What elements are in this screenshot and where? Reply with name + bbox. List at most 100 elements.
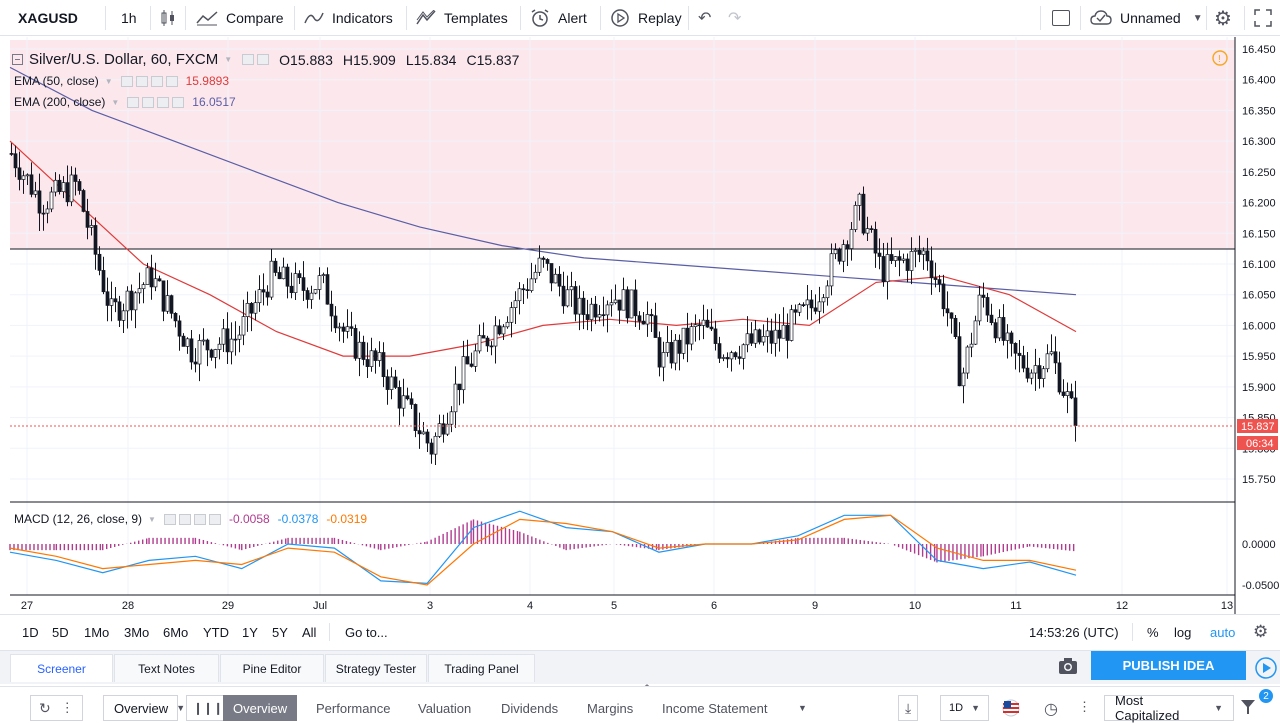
- templates-button[interactable]: Templates: [416, 0, 508, 36]
- autorefresh-button[interactable]: ◷: [1044, 699, 1058, 719]
- snapshot-button[interactable]: [1058, 657, 1078, 678]
- range-all[interactable]: All: [302, 624, 317, 640]
- screener-tab-valuation[interactable]: Valuation: [418, 700, 472, 716]
- ema50-legend[interactable]: EMA (50, close) ▼ 15.9893: [14, 74, 229, 88]
- log-toggle[interactable]: log: [1174, 624, 1192, 640]
- eye-icon[interactable]: [120, 75, 133, 87]
- range-6mo[interactable]: 6Mo: [163, 624, 189, 640]
- candle-body: [469, 363, 474, 367]
- percent-toggle[interactable]: %: [1147, 624, 1159, 640]
- interval-select[interactable]: 1D ▼: [940, 695, 989, 721]
- range-ytd[interactable]: YTD: [203, 624, 229, 640]
- more-icon[interactable]: [150, 75, 163, 87]
- more-options-button[interactable]: ⋮: [1078, 699, 1091, 715]
- macd-legend[interactable]: MACD (12, 26, close, 9) ▼ -0.0058 -0.037…: [14, 512, 367, 526]
- expand-icon: [1254, 9, 1272, 27]
- candle-body: [581, 297, 586, 315]
- sort-select[interactable]: Most Capitalized ▼: [1104, 693, 1234, 723]
- redo-button[interactable]: ↷: [728, 0, 741, 36]
- candle-body: [569, 286, 574, 291]
- range-1d[interactable]: 1D: [22, 624, 39, 640]
- close-icon[interactable]: [165, 75, 178, 87]
- range-3mo[interactable]: 3Mo: [124, 624, 150, 640]
- settings-icon[interactable]: [142, 96, 155, 108]
- export-button[interactable]: ⤓: [898, 695, 919, 721]
- fullscreen-frame-button[interactable]: [1052, 0, 1070, 36]
- candle-body: [261, 289, 266, 293]
- screener-tab-margins[interactable]: Margins: [587, 700, 634, 716]
- chart-style-button[interactable]: [160, 0, 184, 36]
- alert-button[interactable]: Alert: [530, 0, 587, 36]
- goto-button[interactable]: Go to...: [345, 624, 388, 640]
- axis-settings-button[interactable]: ⚙: [1253, 615, 1268, 649]
- settings-icon[interactable]: [135, 75, 148, 87]
- auto-toggle[interactable]: auto: [1210, 624, 1236, 640]
- candle-body: [313, 289, 318, 294]
- tab-strategy-tester[interactable]: Strategy Tester: [325, 654, 427, 682]
- market-flag-button[interactable]: [1002, 699, 1020, 720]
- filter-button[interactable]: [1240, 699, 1256, 718]
- publish-idea-button[interactable]: PUBLISH IDEA: [1091, 651, 1246, 680]
- symbol-search[interactable]: XAGUSD: [18, 10, 78, 26]
- chevron-down-icon[interactable]: ▼: [148, 514, 156, 524]
- view-select[interactable]: Overview ▼: [103, 695, 185, 721]
- screener-tab-income-statement[interactable]: Income Statement: [662, 700, 768, 716]
- clock-time[interactable]: 14:53:26 (UTC): [1029, 624, 1119, 640]
- more-icon[interactable]: [193, 513, 206, 525]
- range-5d[interactable]: 5D: [52, 624, 69, 640]
- fullscreen-button[interactable]: [1254, 0, 1280, 36]
- indicators-button[interactable]: Indicators: [304, 0, 393, 36]
- settings-icon[interactable]: [178, 513, 191, 525]
- more-tabs-button[interactable]: ▼: [788, 695, 817, 721]
- close-icon[interactable]: [172, 96, 185, 108]
- tab-screener[interactable]: Screener: [10, 654, 113, 682]
- layout-menu[interactable]: Unnamed ▼: [1090, 0, 1203, 36]
- symbol-title[interactable]: Silver/U.S. Dollar, 60, FXCM: [29, 51, 219, 68]
- candle-body: [885, 254, 890, 283]
- collapse-icon[interactable]: [12, 54, 23, 65]
- tab-pine-editor[interactable]: Pine Editor: [220, 654, 324, 682]
- close-icon[interactable]: [208, 513, 221, 525]
- tab-trading-panel[interactable]: Trading Panel: [428, 654, 535, 682]
- candle-body: [161, 280, 166, 312]
- candle-body: [905, 258, 910, 271]
- candle-body: [213, 349, 218, 358]
- tab-text-notes[interactable]: Text Notes: [114, 654, 219, 682]
- ema200-legend[interactable]: EMA (200, close) ▼ 16.0517: [14, 95, 236, 109]
- play-button[interactable]: [1255, 657, 1277, 682]
- eye-icon[interactable]: [127, 96, 140, 108]
- candle-body: [105, 291, 110, 306]
- eye-icon[interactable]: [163, 513, 176, 525]
- range-5y[interactable]: 5Y: [272, 624, 288, 640]
- settings-button[interactable]: ⚙: [1214, 0, 1232, 36]
- refresh-button[interactable]: ↻ ⋮: [30, 695, 83, 721]
- compare-button[interactable]: Compare: [196, 0, 284, 36]
- warning-icon[interactable]: [1212, 50, 1228, 66]
- time-axis[interactable]: 27 28 29 Jul 3 4 5 6 9 10 11 12 13: [21, 600, 1233, 612]
- candle-body: [361, 341, 366, 360]
- candle-body: [1005, 332, 1010, 341]
- screener-tab-performance[interactable]: Performance: [316, 700, 391, 716]
- price-chart[interactable]: 16.450 16.400 16.350 16.300 16.250 16.200 16.1…: [0, 37, 1280, 614]
- candle-body: [25, 174, 30, 177]
- price-axis[interactable]: 16.450 16.400 16.350 16.300 16.250 16.200 16.1…: [1242, 44, 1279, 592]
- interval-button[interactable]: 1h: [121, 10, 137, 26]
- screener-tab-dividends[interactable]: Dividends: [501, 700, 559, 716]
- chevron-down-icon[interactable]: ▼: [104, 76, 113, 86]
- chart-area[interactable]: 16.450 16.400 16.350 16.300 16.250 16.200 16.1…: [0, 37, 1280, 614]
- range-1y[interactable]: 1Y: [242, 624, 258, 640]
- eye-icon[interactable]: [242, 54, 255, 65]
- range-1mo[interactable]: 1Mo: [84, 624, 110, 640]
- columns-button[interactable]: ❙❙❙: [186, 695, 231, 721]
- screener-tab-overview[interactable]: Overview: [223, 695, 298, 721]
- chevron-down-icon[interactable]: ▼: [111, 97, 120, 107]
- view-select-value: Overview: [114, 700, 169, 716]
- candle-body: [957, 336, 962, 387]
- settings-icon[interactable]: [257, 54, 270, 65]
- more-icon[interactable]: [157, 96, 170, 108]
- undo-button[interactable]: ↶: [698, 0, 711, 36]
- chevron-down-icon[interactable]: ▼: [224, 55, 233, 64]
- replay-button[interactable]: Replay: [610, 0, 682, 36]
- more-icon[interactable]: ⋮: [60, 700, 74, 715]
- candle-body: [37, 190, 42, 214]
